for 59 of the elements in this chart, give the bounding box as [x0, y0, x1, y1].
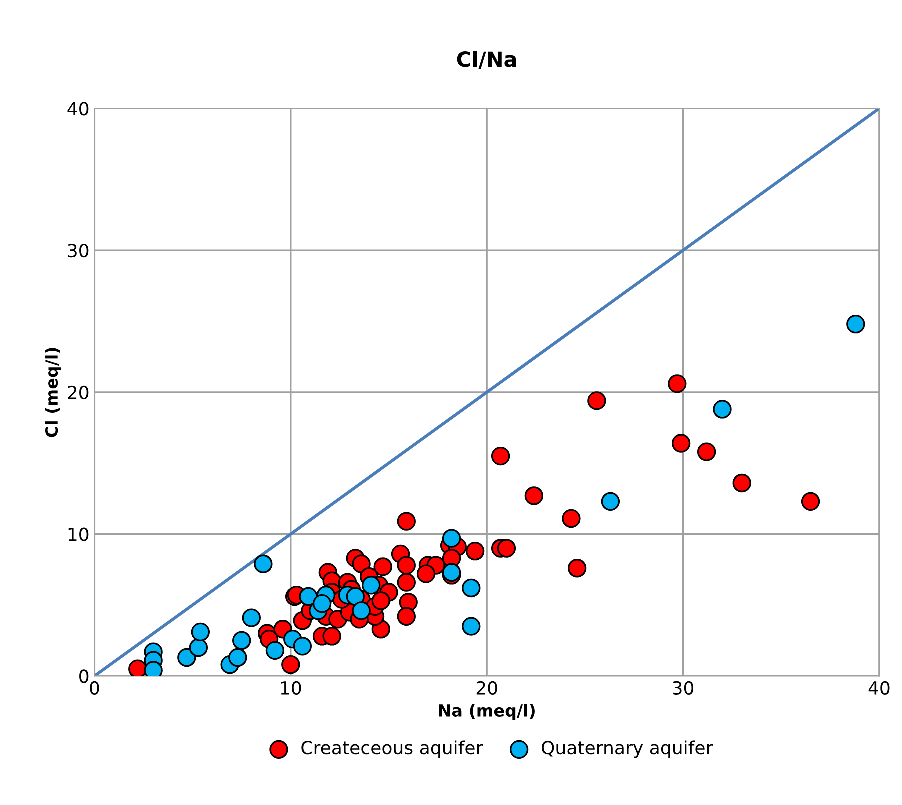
point [312, 594, 332, 614]
x-tick-label: 0 [90, 681, 100, 696]
point [524, 486, 544, 506]
point [601, 492, 620, 512]
point [374, 558, 392, 576]
point [416, 564, 436, 584]
point [846, 314, 866, 334]
point [497, 539, 516, 558]
y-axis-title: Cl (meq/l) [45, 348, 62, 438]
point [293, 637, 312, 656]
point [228, 648, 248, 668]
point [588, 392, 606, 410]
point [668, 374, 687, 394]
point [397, 607, 416, 626]
point [282, 656, 300, 674]
point [322, 627, 342, 646]
point [732, 474, 752, 493]
y-tick-label: 20 [68, 386, 89, 400]
point [362, 576, 381, 595]
point [462, 617, 481, 636]
point [191, 622, 210, 642]
point [254, 554, 273, 574]
point [466, 542, 485, 561]
point [562, 509, 581, 528]
point [442, 529, 462, 548]
point [442, 563, 462, 582]
point [266, 641, 285, 660]
point [568, 559, 587, 578]
x-tick-label: 40 [868, 681, 890, 696]
y-tick-label: 0 [80, 670, 89, 684]
point [178, 648, 196, 668]
x-tick-label: 20 [476, 681, 498, 696]
y-tick-label: 10 [68, 528, 89, 542]
legend-label: Quaternary aquifer [542, 740, 714, 758]
y-tick-label: 30 [68, 244, 89, 258]
point [128, 660, 148, 676]
legend-label: Createceous aquifer [302, 740, 484, 758]
x-axis-title: Na (meq/l) [439, 704, 535, 720]
point [372, 592, 390, 610]
point [491, 446, 510, 466]
point [713, 400, 732, 419]
point [352, 602, 371, 620]
point [801, 492, 820, 512]
point [299, 587, 318, 606]
point [397, 573, 416, 592]
x-tick-label: 10 [281, 681, 302, 696]
x-tick-label: 30 [673, 681, 694, 696]
point [232, 631, 252, 650]
point [242, 608, 261, 628]
y-tick-label: 40 [68, 102, 89, 116]
point [189, 638, 208, 658]
point [346, 587, 365, 606]
chart-title: Cl/Na [457, 51, 516, 69]
point [397, 512, 416, 531]
point [672, 434, 691, 453]
point [697, 442, 716, 462]
point [352, 554, 371, 574]
point [397, 556, 416, 575]
point [462, 578, 481, 598]
